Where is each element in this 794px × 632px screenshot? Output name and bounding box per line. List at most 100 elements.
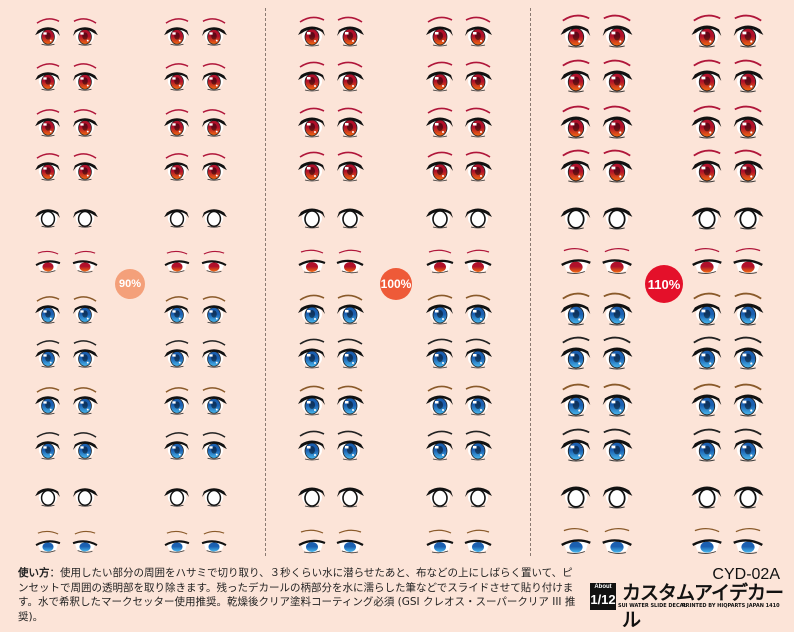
highlight (172, 77, 176, 80)
iris (434, 542, 446, 552)
eye-right (733, 428, 764, 462)
eyebrow (465, 16, 491, 23)
eyebrow (603, 105, 631, 113)
eyebrow (165, 296, 189, 302)
upper-lid (298, 487, 325, 497)
highlight (345, 123, 349, 126)
eye-left (298, 151, 325, 182)
eye-left (560, 207, 591, 230)
pupil (211, 354, 217, 362)
eye-right (733, 292, 764, 326)
upper-lid (602, 303, 633, 314)
pupil (744, 76, 752, 86)
highlight (619, 131, 622, 134)
eye-right (73, 63, 98, 91)
highlight (209, 77, 213, 80)
scale-mark: About 1/12 (590, 583, 616, 610)
highlight (578, 131, 581, 134)
lower-lid (469, 550, 487, 554)
eye-right (73, 387, 98, 415)
pupil (174, 401, 180, 409)
lower-lid (78, 457, 92, 460)
pupil (45, 401, 51, 409)
lower-lid (699, 459, 715, 462)
eyebrow (36, 340, 60, 346)
lower-lid (568, 367, 584, 370)
eyebrow (694, 528, 720, 533)
highlight (345, 32, 349, 35)
lower-lid (470, 322, 486, 325)
eyebrow (73, 340, 97, 346)
pupil (703, 166, 711, 176)
lower-lid (470, 366, 486, 369)
upper-lid (202, 162, 227, 171)
eye-left (35, 340, 60, 368)
iris (700, 261, 714, 273)
eyebrow (299, 385, 325, 392)
eye-left (35, 153, 60, 181)
iris-outline (608, 488, 626, 508)
upper-lid (164, 162, 189, 171)
highlight (314, 409, 316, 411)
highlight (442, 454, 444, 456)
eyebrow (202, 109, 226, 115)
upper-lid (560, 70, 591, 81)
lower-lid (470, 458, 486, 461)
upper-lid (337, 161, 364, 171)
highlight (352, 40, 354, 42)
eyebrow (36, 109, 60, 115)
eye-left (691, 292, 722, 326)
eyebrow (36, 18, 60, 24)
highlight (86, 130, 89, 133)
highlight (570, 166, 575, 170)
eyebrow (563, 248, 589, 253)
pupil (703, 76, 711, 86)
upper-lid (202, 27, 227, 36)
pupil (174, 32, 180, 40)
upper-lid (201, 260, 227, 266)
upper-lid (560, 394, 591, 405)
highlight (178, 361, 181, 364)
upper-lid (164, 349, 189, 358)
eyebrow (694, 248, 720, 253)
lower-lid (568, 506, 584, 509)
eyebrow (299, 16, 325, 23)
highlight (750, 40, 753, 43)
eye-right (465, 430, 492, 461)
eye-right (733, 336, 764, 370)
eye-left (298, 208, 325, 229)
highlight (49, 361, 52, 364)
eyebrow (734, 292, 762, 300)
upper-lid (691, 347, 722, 358)
lower-lid (739, 551, 757, 554)
upper-lid (72, 540, 98, 546)
highlight (314, 40, 316, 42)
highlight (435, 77, 439, 80)
highlight (742, 353, 747, 357)
eye-left (692, 528, 722, 554)
eye-right (337, 430, 364, 461)
decal-sheet: 90% 100% 110% (35, 8, 764, 556)
eye-left (298, 16, 325, 47)
upper-lid (465, 395, 492, 405)
highlight (43, 446, 47, 449)
highlight (611, 76, 616, 80)
eye-left (691, 14, 722, 48)
lower-lid (431, 270, 449, 274)
lower-lid (341, 270, 359, 274)
highlight (480, 85, 482, 87)
highlight (307, 77, 311, 80)
highlight (352, 131, 354, 133)
pupil (572, 445, 580, 455)
upper-lid (733, 25, 764, 36)
eyebrow (337, 151, 363, 158)
highlight (570, 353, 575, 357)
pupil (45, 310, 51, 318)
highlight (86, 174, 89, 177)
iris (306, 262, 318, 272)
upper-lid (73, 305, 98, 314)
upper-lid (691, 160, 722, 171)
iris-outline (470, 210, 486, 228)
pupil (703, 353, 711, 363)
iris (569, 261, 583, 273)
